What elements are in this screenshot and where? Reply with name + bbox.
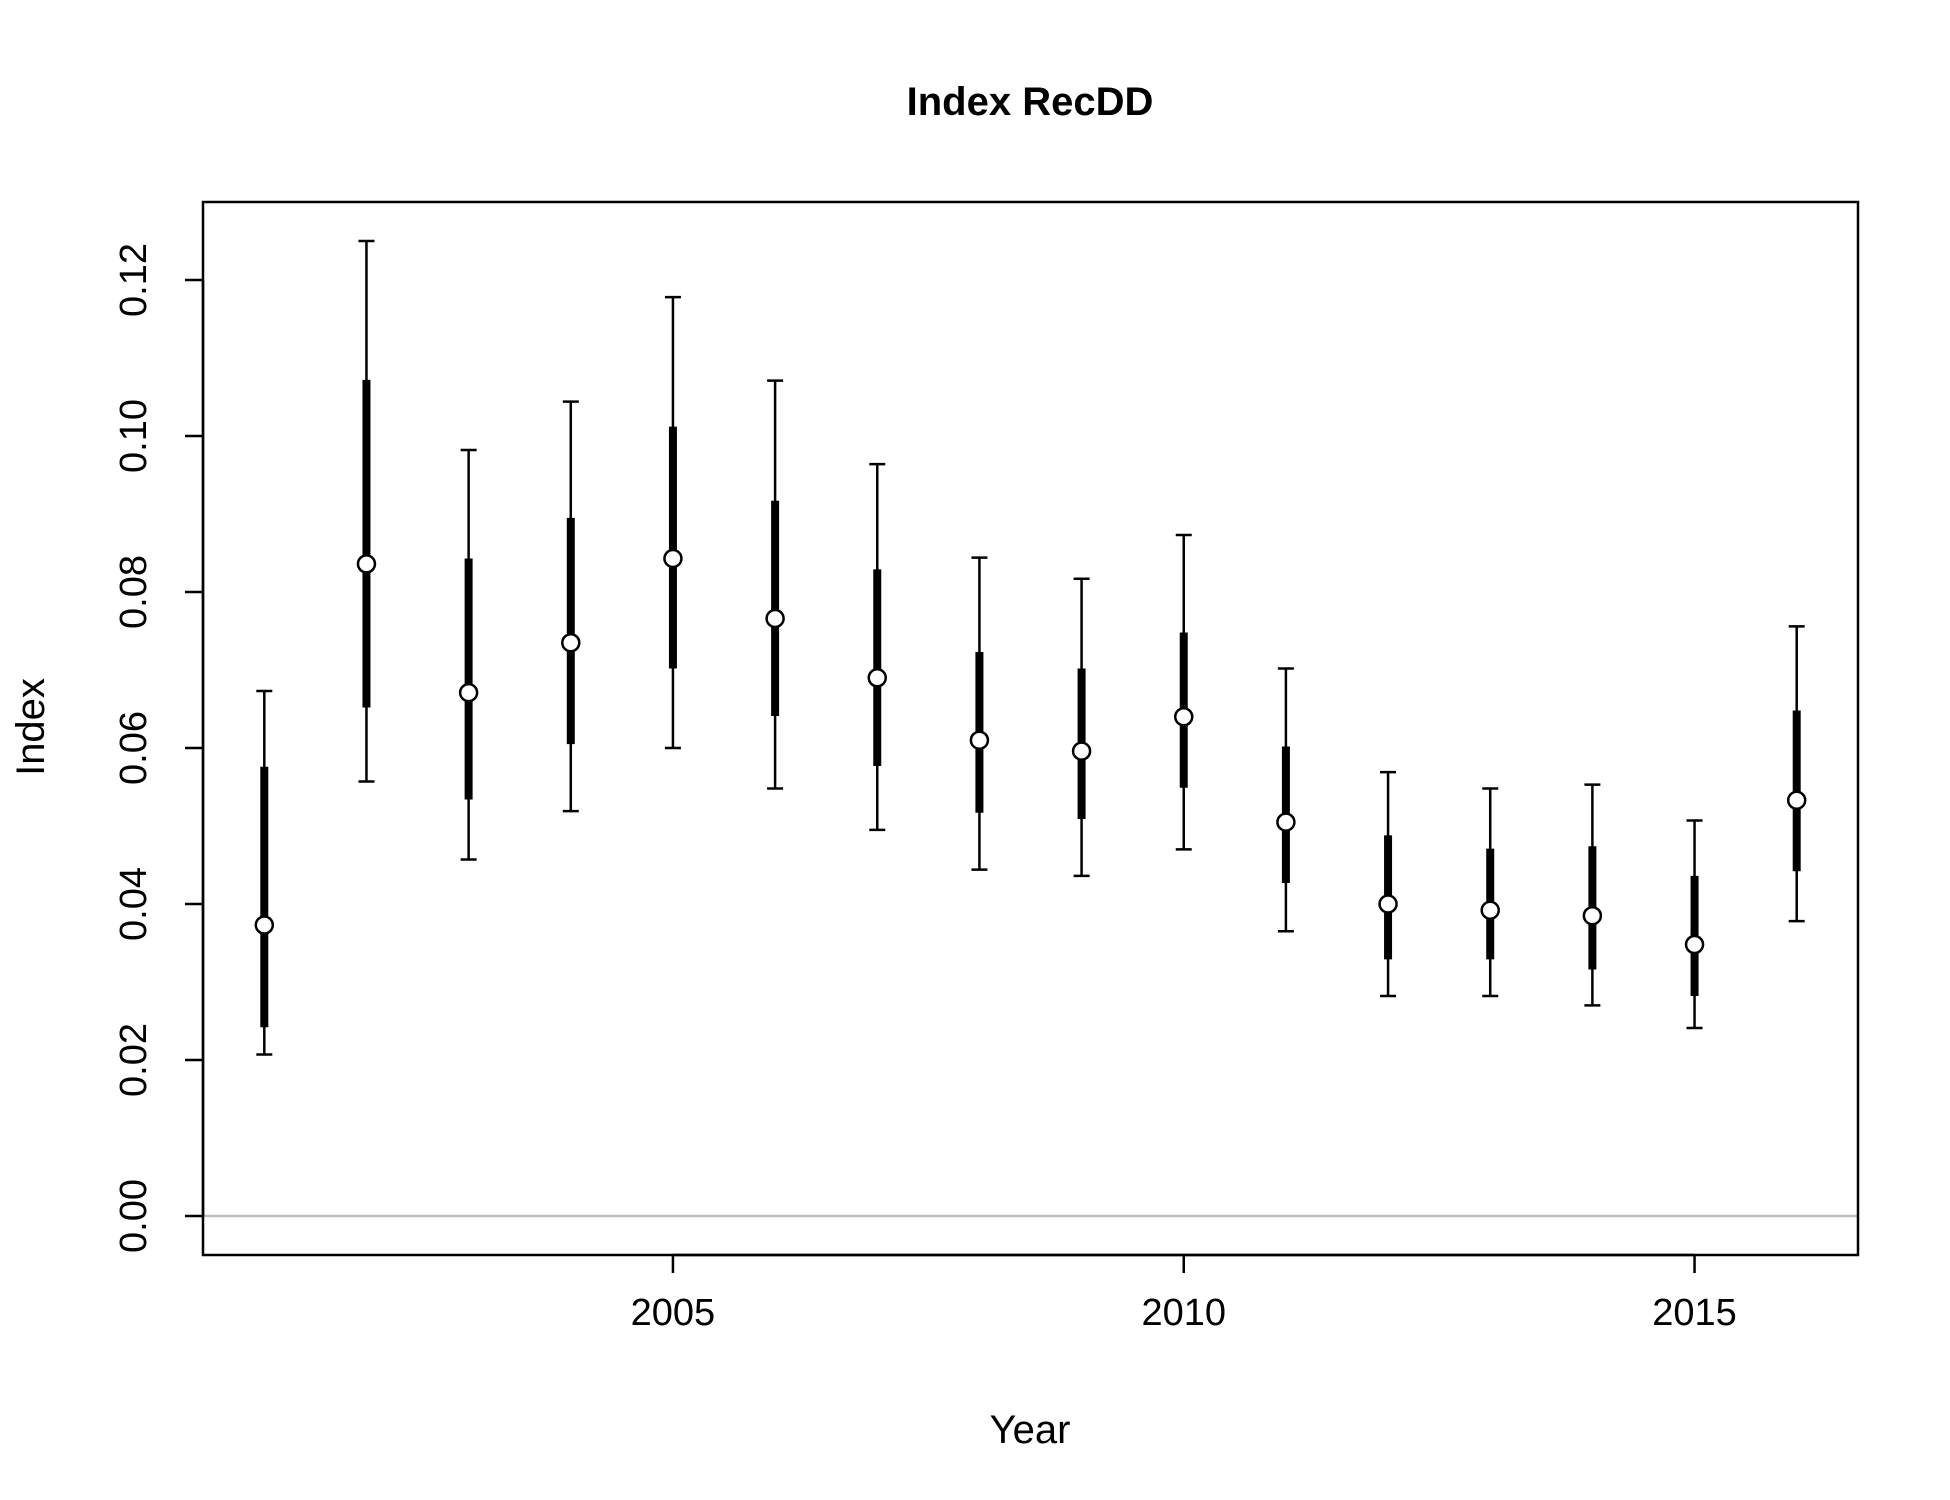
y-tick-label: 0.02	[113, 1023, 155, 1097]
data-point	[561, 632, 581, 653]
data-point-group-2016	[1786, 625, 1807, 923]
data-point-group-2002	[356, 239, 377, 783]
x-axis: 2005 2010 2015	[631, 1253, 1737, 1334]
data-point-group-2005	[663, 295, 683, 750]
data-point-group-2012	[1378, 770, 1398, 998]
data-point-group-2015	[1684, 819, 1705, 1030]
data-point-group-2006	[765, 379, 785, 790]
y-tick-label: 0.12	[113, 243, 155, 317]
data-point-group-2013	[1480, 787, 1500, 998]
data-point	[356, 554, 377, 574]
data-point-group-2011	[1276, 667, 1296, 933]
data-point-group-2004	[561, 400, 581, 813]
chart-title: Index RecDD	[907, 80, 1154, 124]
y-tick-label: 0.10	[113, 399, 155, 473]
x-tick-label: 2005	[631, 1292, 716, 1334]
data-point	[867, 668, 888, 688]
data-point	[1480, 900, 1500, 920]
data-point-group-2008	[969, 556, 990, 871]
data-point-group-2007	[867, 462, 888, 832]
data-point	[765, 608, 785, 629]
data-point	[458, 682, 479, 703]
data-marks-layer	[254, 239, 1807, 1056]
y-tick-label: 0.08	[113, 555, 155, 629]
x-tick-label: 2010	[1141, 1292, 1226, 1334]
data-point-group-2009	[1071, 577, 1092, 878]
x-axis-label: Year	[990, 1408, 1071, 1452]
data-point	[1684, 934, 1705, 955]
data-point	[1378, 894, 1398, 914]
data-point	[1173, 707, 1194, 727]
y-tick-label: 0.06	[113, 711, 155, 785]
data-point-group-2001	[254, 689, 275, 1056]
data-point	[254, 915, 275, 935]
x-tick-label: 2015	[1652, 1292, 1737, 1334]
data-point	[969, 730, 990, 750]
data-point-group-2003	[458, 448, 479, 861]
data-point	[1786, 790, 1807, 811]
data-point	[663, 548, 683, 569]
plot-frame	[201, 200, 1860, 1257]
y-tick-label: 0.00	[113, 1179, 155, 1253]
y-axis-label: Index	[9, 678, 53, 776]
data-point-group-2010	[1173, 533, 1194, 851]
y-tick-label: 0.04	[113, 867, 155, 941]
data-point	[1071, 741, 1092, 761]
data-point-group-2014	[1582, 783, 1603, 1007]
y-axis: 0.00 0.02 0.04 0.06 0.08 0.10 0.12	[113, 243, 205, 1253]
data-point	[1582, 905, 1603, 926]
data-point	[1276, 812, 1296, 832]
